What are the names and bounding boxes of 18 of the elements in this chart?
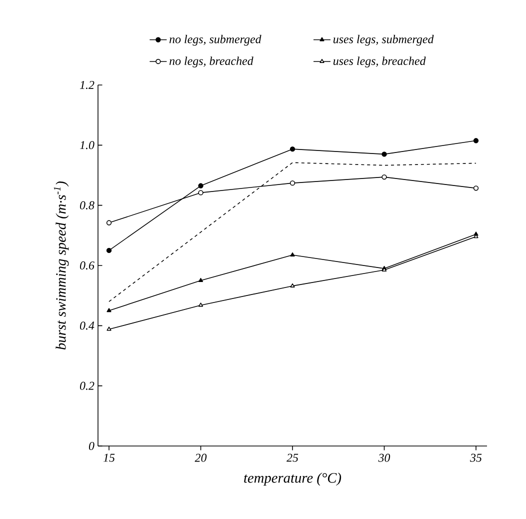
x-tick-label: 25 bbox=[286, 454, 298, 462]
y-tick-label: 0.8 bbox=[80, 201, 94, 210]
x-tick-label: 20 bbox=[194, 454, 207, 462]
x-tick-label: 30 bbox=[378, 454, 390, 462]
x-tick-label: 35 bbox=[470, 454, 482, 462]
y-tick-label: 0 bbox=[88, 442, 94, 450]
legend-label: no legs, submerged bbox=[170, 34, 262, 46]
legend-label: no legs, breached bbox=[170, 56, 254, 68]
x-tick-label: 15 bbox=[103, 454, 115, 462]
legend-label: uses legs, submerged bbox=[333, 34, 434, 46]
y-tick-label: 1.0 bbox=[80, 141, 94, 150]
y-tick-label: 0.6 bbox=[80, 261, 94, 270]
y-tick-label: 0.2 bbox=[80, 382, 94, 390]
x-axis-title: temperature (°C) bbox=[244, 472, 342, 486]
y-tick-label: 1.2 bbox=[80, 80, 94, 90]
legend-label: uses legs, breached bbox=[333, 56, 426, 68]
y-tick-label: 0.4 bbox=[80, 322, 94, 330]
y-axis-title: burst swimming speed (m·s$^{-1}$) bbox=[54, 181, 69, 350]
